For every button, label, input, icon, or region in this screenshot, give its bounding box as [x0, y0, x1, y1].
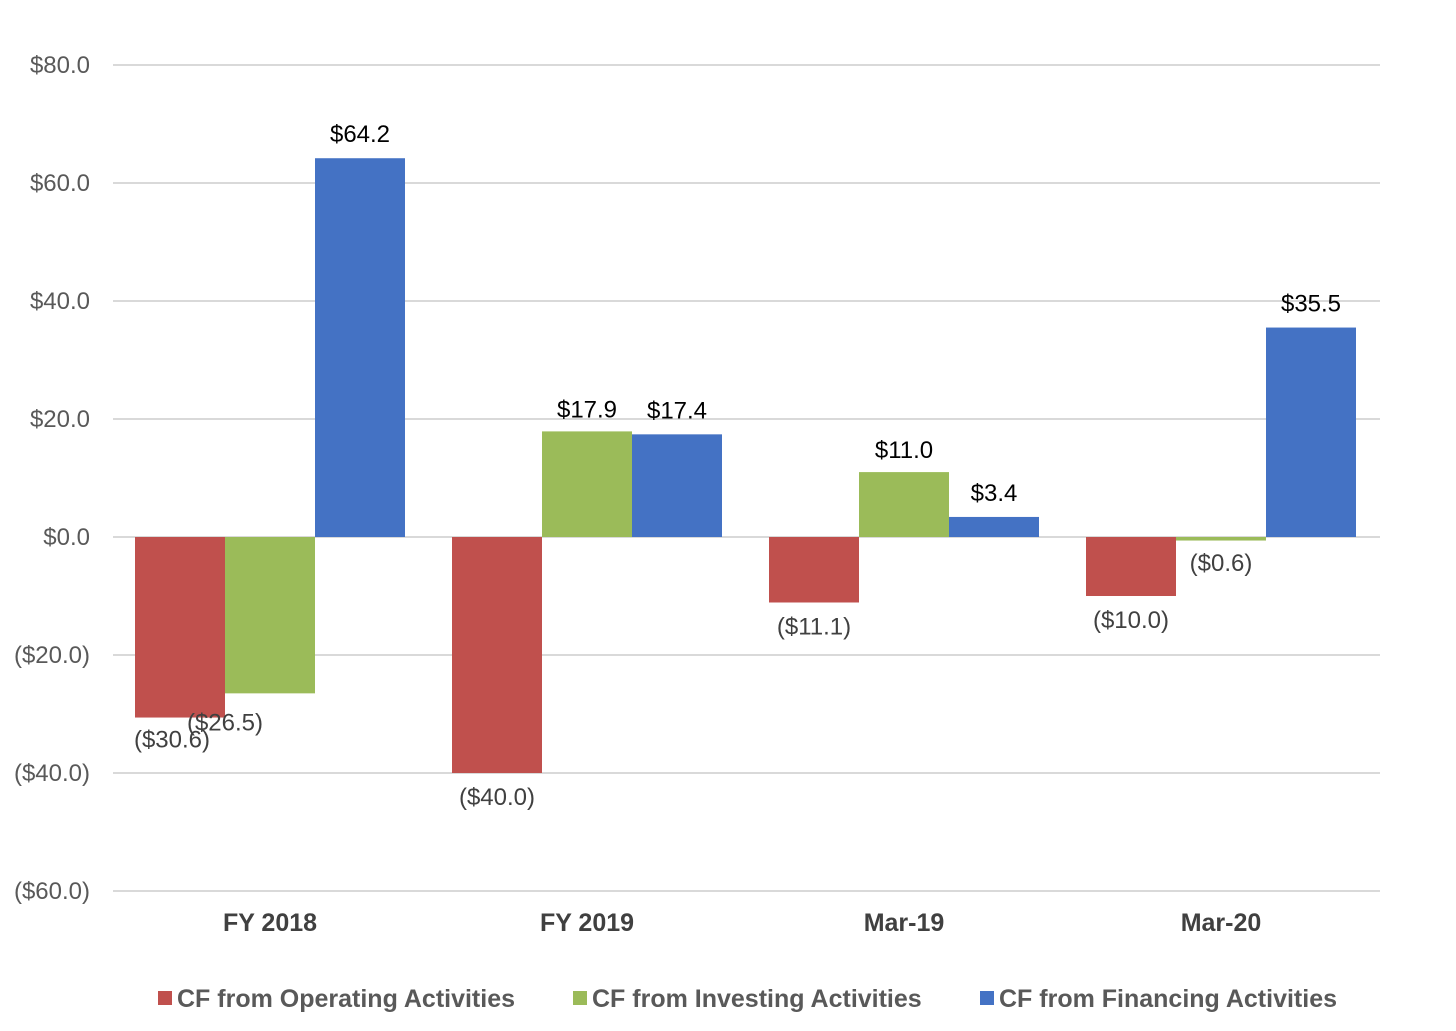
legend-swatch [573, 991, 587, 1005]
x-category-label: FY 2019 [540, 909, 634, 937]
bar-operating-0 [135, 537, 225, 718]
data-label-financing-0: $64.2 [330, 121, 390, 148]
data-label-investing-1: $17.9 [557, 396, 617, 423]
x-category-label: Mar-19 [864, 909, 945, 937]
data-label-financing-3: $35.5 [1281, 291, 1341, 318]
legend: CF from Operating Activities CF from Inve… [158, 985, 1337, 1013]
bars [135, 158, 1356, 773]
data-labels: ($30.6) ($40.0) ($11.1) ($10.0) ($26.5) $17.9… [134, 121, 1341, 811]
y-tick-label: ($20.0) [14, 642, 90, 669]
y-tick-label: $60.0 [30, 170, 90, 197]
y-axis-tick-labels: $80.0 $60.0 $40.0 $20.0 $0.0 ($20.0) ($40.0) ($… [14, 52, 90, 905]
x-category-label: Mar-20 [1181, 909, 1262, 937]
x-category-label: FY 2018 [223, 909, 317, 937]
bar-investing-3 [1176, 537, 1266, 541]
y-tick-label: $80.0 [30, 52, 90, 79]
legend-swatch [980, 991, 994, 1005]
legend-item-investing: CF from Investing Activities [573, 985, 922, 1013]
data-label-investing-0: ($26.5) [187, 709, 263, 736]
y-tick-label: $20.0 [30, 406, 90, 433]
data-label-operating-2: ($11.1) [777, 613, 851, 640]
legend-label: CF from Investing Activities [592, 985, 922, 1013]
bar-investing-0 [225, 537, 315, 694]
y-tick-label: ($40.0) [14, 760, 90, 787]
bar-investing-1 [542, 431, 632, 537]
bar-financing-0 [315, 158, 405, 537]
data-label-financing-2: $3.4 [971, 480, 1018, 507]
bar-operating-3 [1086, 537, 1176, 596]
bar-financing-3 [1266, 327, 1356, 537]
x-axis-category-labels: FY 2018 FY 2019 Mar-19 Mar-20 [223, 909, 1261, 937]
gridlines [113, 64, 1380, 892]
legend-label: CF from Operating Activities [177, 985, 515, 1013]
bar-investing-2 [859, 472, 949, 537]
data-label-operating-3: ($10.0) [1093, 607, 1169, 634]
bar-operating-2 [769, 537, 859, 603]
legend-item-operating: CF from Operating Activities [158, 985, 515, 1013]
y-tick-label: $40.0 [30, 288, 90, 315]
bar-financing-1 [632, 434, 722, 537]
bar-operating-1 [452, 537, 542, 773]
data-label-investing-2: $11.0 [875, 437, 933, 464]
y-tick-label: ($60.0) [14, 878, 90, 905]
data-label-investing-3: ($0.6) [1190, 550, 1253, 577]
data-label-operating-1: ($40.0) [459, 784, 535, 811]
data-label-financing-1: $17.4 [647, 397, 707, 424]
legend-swatch [158, 991, 172, 1005]
bar-financing-2 [949, 516, 1039, 537]
y-tick-label: $0.0 [43, 524, 90, 551]
legend-label: CF from Financing Activities [999, 985, 1337, 1013]
legend-item-financing: CF from Financing Activities [980, 985, 1337, 1013]
data-label-operating-0: ($30.6) [134, 727, 210, 754]
